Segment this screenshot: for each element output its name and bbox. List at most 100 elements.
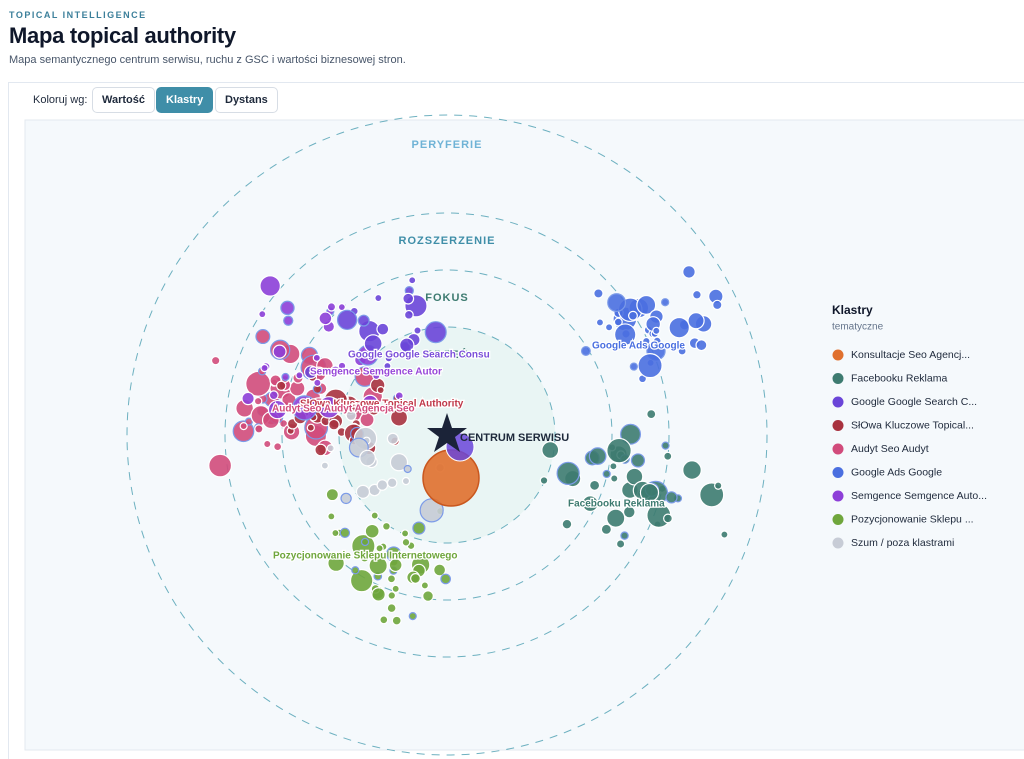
topic-bubble — [363, 334, 383, 354]
topic-bubble — [326, 302, 337, 312]
legend-label: SłOwa Kluczowe Topical... — [851, 419, 974, 431]
topic-bubble — [581, 495, 599, 513]
topic-bubble — [359, 449, 376, 467]
topic-bubble — [313, 378, 322, 387]
topic-bubble — [383, 361, 392, 371]
topic-bubble — [639, 482, 660, 503]
topic-bubble — [386, 603, 397, 614]
legend-label: Audyt Seo Audyt — [851, 443, 929, 455]
topic-bubble — [273, 442, 283, 452]
cluster-label: Pozycjonowanie Sklepu Internetowego — [273, 551, 457, 562]
topic-bubble — [386, 574, 397, 584]
topic-bubble — [364, 404, 374, 413]
topic-bubble — [408, 612, 417, 621]
ring-label: ROZSZERZENIE — [399, 235, 496, 247]
cluster-label: Google Google Search Consu — [348, 350, 490, 361]
topic-bubble — [239, 421, 248, 431]
topic-bubble — [606, 437, 632, 464]
topic-bubble — [267, 399, 288, 420]
topic-bubble — [339, 527, 351, 539]
topic-bubble — [677, 346, 687, 356]
color-button[interactable]: Dystans — [215, 87, 278, 113]
legend-swatch — [832, 537, 844, 549]
topic-bubble — [376, 322, 390, 336]
topic-bubble — [663, 513, 673, 524]
topic-bubble — [600, 523, 612, 535]
topic-bubble — [628, 310, 638, 321]
topic-bubble — [359, 552, 370, 563]
divider — [8, 82, 1024, 83]
topic-bubble — [593, 288, 604, 299]
topic-bubble — [340, 492, 352, 505]
cluster-label: SłOwa Kluczowe Topical Authority — [300, 399, 464, 410]
topic-bubble — [210, 355, 221, 366]
page-title: Mapa topical authority — [9, 23, 236, 48]
topic-bubble — [303, 365, 318, 379]
topic-bubble — [268, 390, 279, 401]
topic-bubble — [401, 476, 411, 486]
topic-bubble — [588, 447, 607, 465]
topic-bubble — [602, 469, 611, 479]
topic-bubble — [589, 479, 601, 491]
topic-bubble — [604, 323, 614, 332]
topic-bubble — [306, 423, 315, 432]
topic-bubble — [403, 309, 414, 320]
topic-bubble — [345, 409, 357, 421]
topic-bubble — [368, 555, 388, 576]
topic-bubble — [610, 474, 619, 483]
topic-bubble — [408, 276, 417, 285]
legend-label: Google Ads Google — [851, 466, 942, 478]
topic-bubble — [412, 521, 426, 535]
topic-bubble — [399, 337, 415, 353]
legend-label: Konsultacje Seo Agencj... — [851, 349, 970, 361]
topic-bubble — [318, 311, 333, 326]
topic-bubble — [370, 511, 379, 520]
topic-bubble — [263, 439, 272, 449]
legend-swatch — [832, 514, 844, 525]
color-button[interactable]: Klastry — [156, 87, 214, 113]
topic-bubble — [440, 573, 451, 585]
topic-bubble — [357, 314, 370, 327]
cluster-label: Semgence Semgence Autor — [310, 367, 442, 378]
topic-bubble — [314, 443, 328, 457]
topic-bubble — [682, 460, 702, 480]
topic-bubble — [424, 321, 447, 344]
legend-swatch — [832, 349, 844, 361]
topic-bubble — [682, 265, 696, 279]
topic-bubble — [388, 558, 403, 573]
topic-bubble — [326, 444, 335, 453]
topic-bubble — [606, 508, 626, 528]
color-button[interactable]: Wartość — [92, 87, 155, 113]
topic-bubble — [351, 566, 360, 575]
topic-bubble — [359, 412, 375, 428]
topic-bubble — [320, 461, 329, 470]
topic-bubble — [327, 554, 345, 573]
topic-bubble — [253, 396, 263, 406]
ring — [338, 326, 556, 544]
topic-bubble — [622, 505, 636, 519]
topic-bubble — [276, 380, 287, 391]
topic-bubble — [609, 462, 618, 471]
topic-bubble — [295, 371, 304, 380]
ring — [224, 212, 670, 658]
topic-bubble — [232, 420, 255, 443]
topic-bubble — [317, 396, 341, 419]
legend-label: Facebooku Reklama — [851, 372, 947, 384]
topic-bubble — [620, 531, 629, 540]
eyebrow: TOPICAL INTELLIGENCE — [9, 10, 147, 20]
topic-bubble — [327, 512, 336, 521]
topic-bubble — [661, 441, 670, 450]
topic-bubble — [668, 316, 690, 339]
topic-bubble — [336, 309, 358, 331]
ring — [126, 114, 768, 756]
topic-bubble — [646, 409, 657, 420]
topic-bubble — [375, 544, 384, 553]
ring — [281, 269, 613, 601]
topic-bubble — [364, 523, 380, 539]
topic-bubble — [580, 346, 591, 356]
topic-bubble — [387, 591, 397, 600]
topic-bubble — [413, 326, 422, 335]
topic-bubble — [280, 300, 295, 316]
